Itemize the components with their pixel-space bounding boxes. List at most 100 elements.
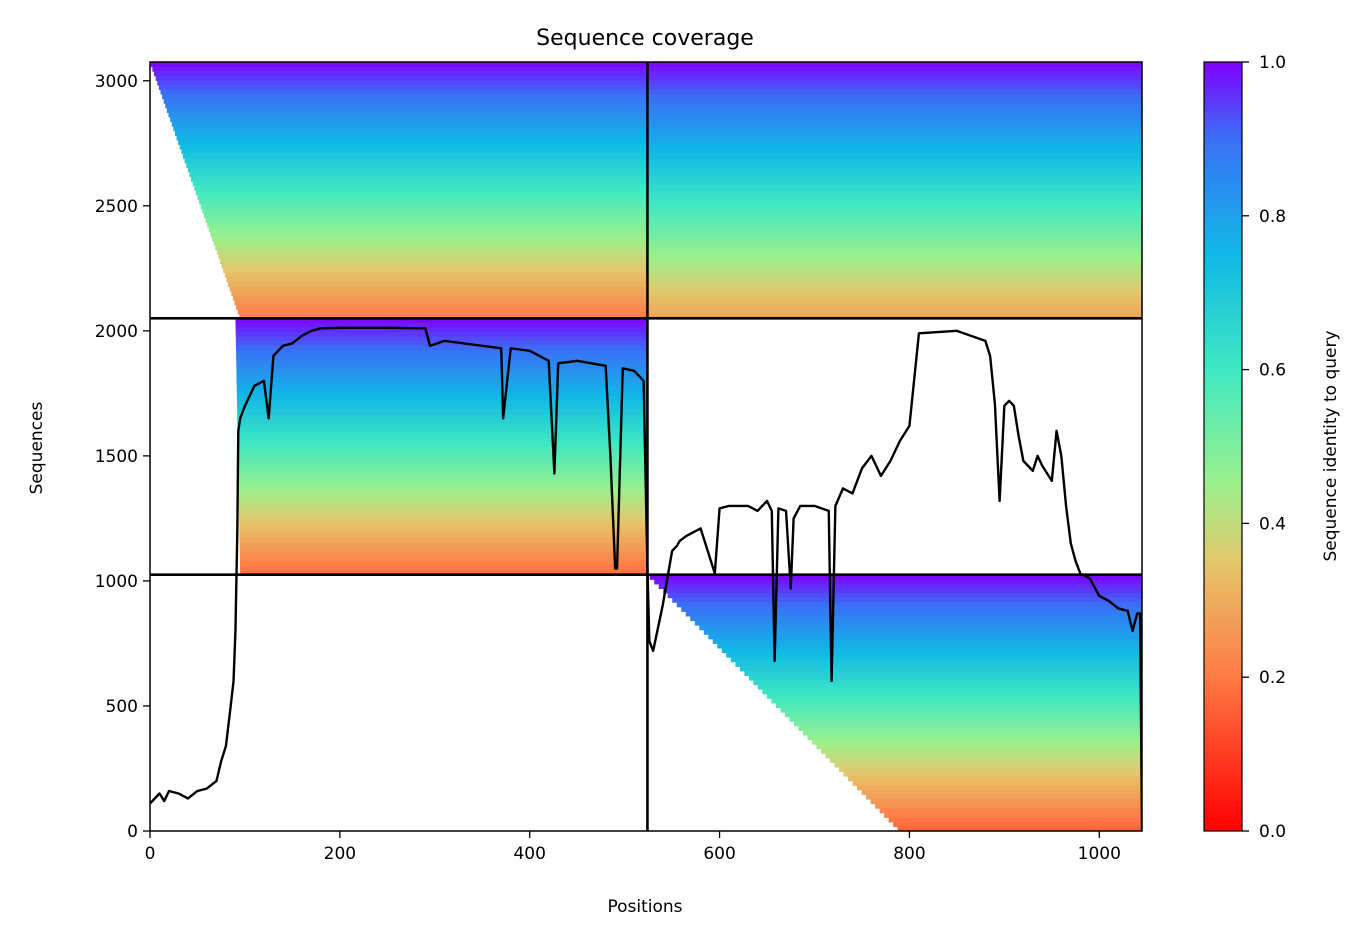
heatmap-row-chain-B-query-rows <box>647 203 1142 210</box>
heatmap-row-chain-B-only-rows <box>807 734 1142 741</box>
heatmap-row-chain-A-query-rows <box>174 130 648 136</box>
heatmap-row-chain-B-query-rows <box>647 66 1142 72</box>
heatmap-row-chain-A-only-rows <box>239 556 648 562</box>
heatmap-row-chain-B-query-rows <box>647 98 1142 104</box>
heatmap-row-chain-B-query-rows <box>647 181 1142 187</box>
heatmap-row-chain-B-query-rows <box>647 107 1142 113</box>
heatmap-row-chain-B-only-rows <box>775 702 1142 709</box>
heatmap-row-chain-B-only-rows <box>726 652 1142 658</box>
heatmap-row-chain-B-query-rows <box>647 226 1142 232</box>
heatmap-row-chain-B-query-rows <box>647 144 1142 150</box>
heatmap-row-chain-B-query-rows <box>647 80 1142 86</box>
heatmap-row-chain-B-only-rows <box>667 592 1142 599</box>
heatmap-row-chain-A-only-rows <box>235 327 648 333</box>
heatmap-row-chain-A-only-rows <box>236 373 648 379</box>
heatmap-row-chain-B-only-rows <box>839 766 1142 773</box>
x-axis-label: Positions <box>607 897 682 917</box>
x-tick-label: 1000 <box>1078 844 1121 864</box>
heatmap-row-chain-B-only-rows <box>735 661 1142 667</box>
y-tick-label: 2000 <box>95 322 138 342</box>
heatmap-row-chain-A-query-rows <box>170 116 648 123</box>
heatmap-row-chain-A-only-rows <box>237 428 648 434</box>
heatmap-row-chain-A-query-rows <box>157 80 648 86</box>
heatmap-row-chain-A-query-rows <box>186 162 648 168</box>
heatmap-row-chain-A-only-rows <box>239 519 648 525</box>
heatmap-row-chain-A-only-rows <box>236 382 648 388</box>
heatmap-row-chain-A-only-rows <box>238 464 648 470</box>
heatmap-row-chain-B-only-rows <box>712 638 1142 644</box>
heatmap-row-chain-B-query-rows <box>647 62 1142 68</box>
heatmap-row-chain-B-query-rows <box>647 263 1142 269</box>
heatmap-row-chain-B-query-rows <box>647 75 1142 81</box>
heatmap-row-chain-A-query-rows <box>154 71 648 77</box>
heatmap-row-chain-B-query-rows <box>647 272 1142 278</box>
heatmap-row-chain-A-only-rows <box>237 432 648 438</box>
heatmap-row-chain-A-only-rows <box>237 451 648 457</box>
heatmap-row-chain-B-query-rows <box>647 300 1142 306</box>
heatmap-row-chain-B-query-rows <box>647 258 1142 265</box>
heatmap-row-chain-B-only-rows <box>654 579 1142 585</box>
heatmap-row-chain-A-query-rows <box>215 245 648 251</box>
heatmap-row-chain-A-query-rows <box>181 148 648 155</box>
heatmap-row-chain-B-only-rows <box>703 629 1142 635</box>
heatmap-row-chain-B-only-rows <box>821 748 1142 754</box>
colorbar-tick-label: 0.8 <box>1259 207 1286 227</box>
heatmap-row-chain-A-query-rows <box>210 231 648 237</box>
heatmap-row-chain-A-only-rows <box>239 524 648 530</box>
heatmap-row-chain-A-only-rows <box>237 423 648 429</box>
heatmap-row-chain-B-query-rows <box>647 304 1142 310</box>
coverage-line-layer <box>150 326 1142 831</box>
heatmap-row-chain-B-query-rows <box>647 245 1142 251</box>
heatmap-row-chain-A-only-rows <box>235 345 648 351</box>
heatmap-row-chain-B-only-rows <box>708 634 1142 640</box>
heatmap-row-chain-B-only-rows <box>816 744 1142 750</box>
heatmap-row-chain-B-only-rows <box>753 679 1142 686</box>
heatmap-row-chain-B-only-rows <box>830 757 1142 763</box>
heatmap-row-chain-A-only-rows <box>236 350 648 356</box>
heatmap-row-chain-A-only-rows <box>237 405 648 411</box>
heatmap-row-chain-B-only-rows <box>658 583 1142 589</box>
heatmap-row-chain-A-query-rows <box>194 185 648 191</box>
heatmap-row-chain-B-query-rows <box>647 277 1142 283</box>
colorbar-tick-label: 0.4 <box>1259 514 1286 534</box>
y-axis-label: Sequences <box>27 402 47 495</box>
colorbar-axis: 0.0 0.2 0.4 0.6 0.8 1.0 <box>1242 53 1286 842</box>
y-tick-label: 0 <box>127 822 138 842</box>
x-tick-label: 0 <box>145 844 156 864</box>
heatmap-row-chain-A-only-rows <box>239 510 648 516</box>
heatmap-row-chain-A-query-rows <box>218 254 648 260</box>
heatmap-row-chain-A-only-rows <box>236 354 648 361</box>
heatmap-row-chain-A-query-rows <box>228 281 648 287</box>
heatmap-row-chain-A-query-rows <box>191 176 648 182</box>
heatmap-row-chain-A-only-rows <box>238 506 648 512</box>
heatmap-row-chain-A-query-rows <box>183 153 648 159</box>
heatmap-row-chain-B-only-rows <box>852 780 1142 786</box>
heatmap-row-chain-B-only-rows <box>649 574 1142 580</box>
heatmap-row-chain-A-only-rows <box>235 322 648 329</box>
heatmap-row-chain-A-only-rows <box>238 473 648 480</box>
heatmap-row-chain-A-only-rows <box>237 446 648 452</box>
heatmap-row-chain-B-only-rows <box>672 597 1142 603</box>
colorbar-tick-label: 0.6 <box>1259 361 1286 381</box>
heatmap-row-chain-B-query-rows <box>647 112 1142 118</box>
heatmap-row-chain-A-query-rows <box>168 112 648 118</box>
heatmap-row-chain-B-only-rows <box>676 602 1142 608</box>
chart-title: Sequence coverage <box>536 26 754 51</box>
heatmap-row-chain-B-only-rows <box>730 657 1142 663</box>
heatmap-row-chain-B-query-rows <box>647 103 1142 109</box>
heatmap-row-chain-A-query-rows <box>236 304 648 310</box>
plot-frame <box>149 61 1143 832</box>
x-tick-label: 400 <box>513 844 545 864</box>
heatmap-row-chain-A-query-rows <box>216 249 648 255</box>
heatmap-row-chain-A-query-rows <box>187 167 648 173</box>
heatmap-row-chain-B-only-rows <box>888 817 1142 823</box>
heatmap-row-chain-B-only-rows <box>748 675 1142 681</box>
y-tick-label: 1000 <box>95 572 138 592</box>
heatmap-row-chain-B-query-rows <box>647 185 1142 191</box>
heatmap-row-chain-B-only-rows <box>861 789 1142 795</box>
heatmap-row-chain-A-only-rows <box>238 496 648 503</box>
colorbar-tick-label: 0.0 <box>1259 822 1286 842</box>
heatmap-row-chain-A-only-rows <box>239 528 648 535</box>
heatmap-row-chain-A-only-rows <box>236 359 648 365</box>
